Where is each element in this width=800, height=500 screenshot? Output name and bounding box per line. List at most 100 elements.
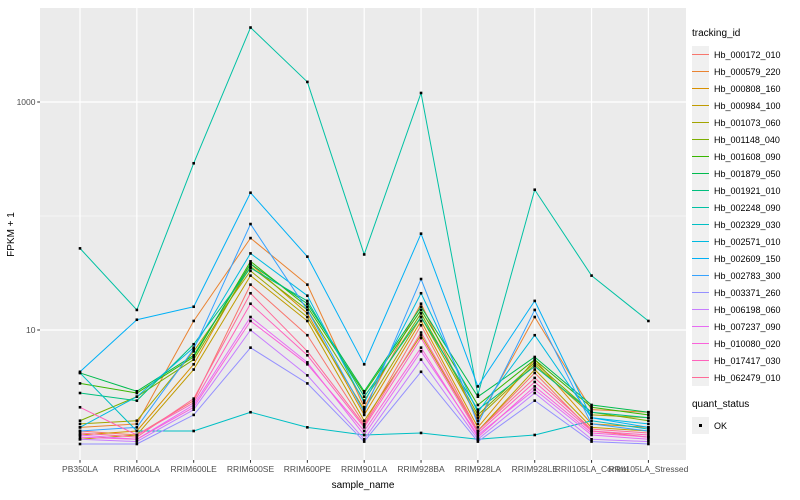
data-point [590, 405, 593, 409]
data-point [533, 388, 537, 391]
quant-ok-label: OK [714, 420, 728, 431]
y-tick-label: 1000 [17, 97, 36, 107]
data-point [419, 302, 423, 306]
data-point [476, 426, 480, 429]
data-point [192, 399, 195, 402]
data-point [362, 437, 366, 441]
data-point [78, 435, 82, 439]
legend-key [692, 233, 709, 250]
data-point [135, 440, 139, 443]
x-tick-label: RRIM600LA [114, 464, 161, 474]
y-axis-title-text: FPKM + 1 [5, 211, 17, 257]
data-point [78, 437, 82, 441]
legend-item-Hb_017417_030: Hb_017417_030 [692, 352, 800, 369]
data-point [533, 363, 537, 366]
legend-item-Hb_001073_060: Hb_001073_060 [692, 114, 800, 131]
data-point [533, 368, 537, 371]
data-point [476, 416, 480, 420]
data-point [476, 410, 480, 414]
legend-key-line-icon [692, 325, 709, 328]
data-point [192, 401, 195, 405]
legend-key-line-icon [692, 121, 709, 124]
data-point [135, 426, 139, 429]
legend-key [692, 63, 709, 80]
data-point [647, 442, 650, 446]
legend-item-Hb_002783_300: Hb_002783_300 [692, 267, 800, 284]
data-point [476, 395, 480, 398]
data-point [419, 291, 423, 295]
data-point [533, 361, 537, 364]
data-point [78, 370, 82, 374]
legend-key [692, 352, 709, 369]
data-point [362, 413, 366, 417]
legend-key [692, 267, 709, 284]
legend-item-Hb_001148_040: Hb_001148_040 [692, 131, 800, 148]
legend-item-label: Hb_003371_260 [714, 287, 781, 298]
legend-key-line-icon [692, 223, 709, 226]
legend-key-line-icon [692, 376, 709, 379]
x-tick-label: RRII105LA_Stressed [608, 464, 688, 474]
legend-item-label: Hb_007237_090 [714, 321, 781, 332]
data-point [419, 277, 423, 281]
legend-item-label: Hb_000579_220 [714, 66, 781, 77]
data-point [647, 427, 650, 431]
data-point [476, 403, 480, 407]
legend-item-Hb_007237_090: Hb_007237_090 [692, 318, 800, 335]
data-point [306, 319, 309, 323]
data-point [533, 433, 537, 437]
data-point [647, 319, 650, 323]
data-point [306, 294, 309, 297]
data-point [362, 424, 366, 427]
data-point [362, 422, 366, 426]
legend-item-Hb_006198_060: Hb_006198_060 [692, 301, 800, 318]
x-tick-label: RRIM928LE [512, 464, 559, 474]
data-point [249, 260, 252, 263]
data-point [192, 346, 195, 349]
data-point [306, 312, 309, 315]
data-point [362, 408, 366, 411]
legend-item-Hb_001879_050: Hb_001879_050 [692, 165, 800, 182]
legend-key [692, 182, 709, 199]
legend-key [692, 199, 709, 216]
data-point [135, 442, 139, 446]
data-point [590, 433, 593, 437]
data-point [476, 433, 480, 437]
data-point [419, 370, 423, 374]
legend-item-Hb_002609_150: Hb_002609_150 [692, 250, 800, 267]
legend-key [692, 216, 709, 233]
data-point [533, 371, 537, 375]
data-point [306, 350, 309, 353]
data-point [249, 302, 252, 306]
data-point [362, 399, 366, 402]
data-point [419, 315, 423, 319]
data-point [78, 247, 82, 250]
legend-key [692, 284, 709, 301]
legend-item-label: Hb_000172_010 [714, 49, 781, 60]
data-point [590, 274, 593, 277]
data-point [533, 376, 537, 380]
data-point [533, 385, 537, 388]
data-point [192, 319, 195, 323]
legend-key [692, 114, 709, 131]
data-point [192, 405, 195, 409]
data-point [476, 419, 480, 423]
data-point [476, 408, 480, 411]
data-point [306, 361, 309, 364]
data-point [78, 422, 82, 426]
data-point [192, 355, 195, 359]
data-point [476, 429, 480, 433]
data-point [78, 419, 82, 423]
data-point [533, 399, 537, 402]
legend-key-line-icon [692, 155, 709, 158]
data-point [78, 433, 82, 437]
data-point [78, 429, 82, 433]
data-point [306, 426, 309, 429]
data-point [419, 346, 423, 349]
data-point [362, 419, 366, 423]
data-point [419, 331, 423, 334]
data-point [647, 426, 650, 429]
data-point [192, 413, 195, 417]
legend-item-Hb_001608_090: Hb_001608_090 [692, 148, 800, 165]
quant-status-legend: quant_status OK [692, 399, 800, 434]
